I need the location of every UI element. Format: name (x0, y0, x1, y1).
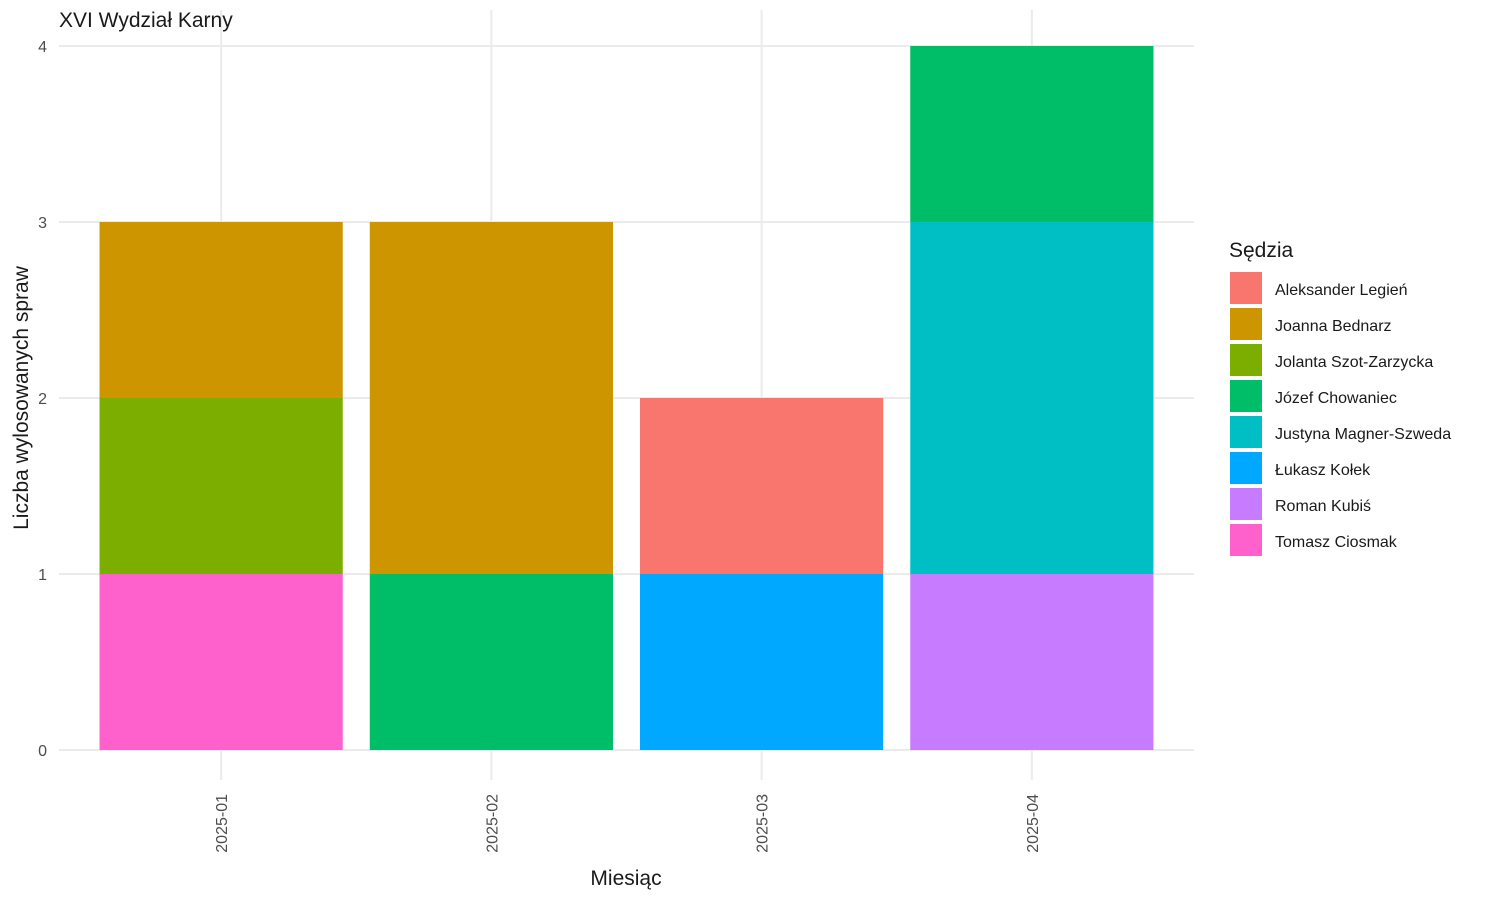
x-tick-label: 2025-02 (484, 794, 501, 853)
legend-swatch (1230, 344, 1262, 376)
x-tick-label: 2025-03 (755, 794, 772, 853)
legend: Sędzia Aleksander Legień Joanna Bednarz Jo… (1229, 239, 1451, 556)
bar-segment (910, 222, 1154, 574)
legend-label: Aleksander Legień (1275, 282, 1408, 299)
chart-title: XVI Wydział Karny (59, 9, 233, 32)
legend-swatch (1230, 524, 1262, 556)
bar-segment (369, 574, 613, 750)
legend-label: Joanna Bednarz (1275, 318, 1392, 335)
y-tick-label: 0 (38, 743, 47, 760)
x-axis-ticks: 2025-01 2025-02 2025-03 2025-04 (214, 794, 1042, 853)
y-axis-ticks: 0 1 2 3 4 (38, 39, 47, 760)
legend-swatch (1230, 380, 1262, 412)
y-axis-title: Liczba wylosowanych spraw (10, 265, 33, 530)
bar-segment (99, 222, 343, 398)
y-tick-label: 2 (38, 391, 47, 408)
legend-swatch (1230, 416, 1262, 448)
x-tick-label: 2025-04 (1025, 794, 1042, 853)
x-tick-label: 2025-01 (214, 794, 231, 853)
bars (99, 46, 1154, 750)
bar-segment (369, 222, 613, 574)
legend-swatch (1230, 488, 1262, 520)
x-axis-title: Miesiąc (590, 867, 661, 890)
bar-segment (99, 398, 343, 574)
legend-label: Józef Chowaniec (1275, 390, 1397, 407)
bar-segment (640, 574, 884, 750)
legend-label: Justyna Magner-Szweda (1275, 426, 1451, 443)
bar-segment (640, 398, 884, 574)
legend-label: Tomasz Ciosmak (1275, 534, 1398, 551)
y-tick-label: 3 (38, 215, 47, 232)
legend-label: Roman Kubiś (1275, 498, 1371, 515)
y-tick-label: 4 (38, 39, 47, 56)
legend-items: Aleksander Legień Joanna Bednarz Jolanta S… (1230, 272, 1451, 556)
legend-swatch (1230, 308, 1262, 340)
legend-label: Łukasz Kołek (1275, 462, 1371, 479)
legend-swatch (1230, 452, 1262, 484)
bar-segment (910, 46, 1154, 222)
legend-title: Sędzia (1229, 239, 1294, 262)
y-tick-label: 1 (38, 567, 47, 584)
bar-segment (910, 574, 1154, 750)
bar-segment (99, 574, 343, 750)
legend-label: Jolanta Szot-Zarzycka (1275, 354, 1433, 371)
legend-swatch (1230, 272, 1262, 304)
